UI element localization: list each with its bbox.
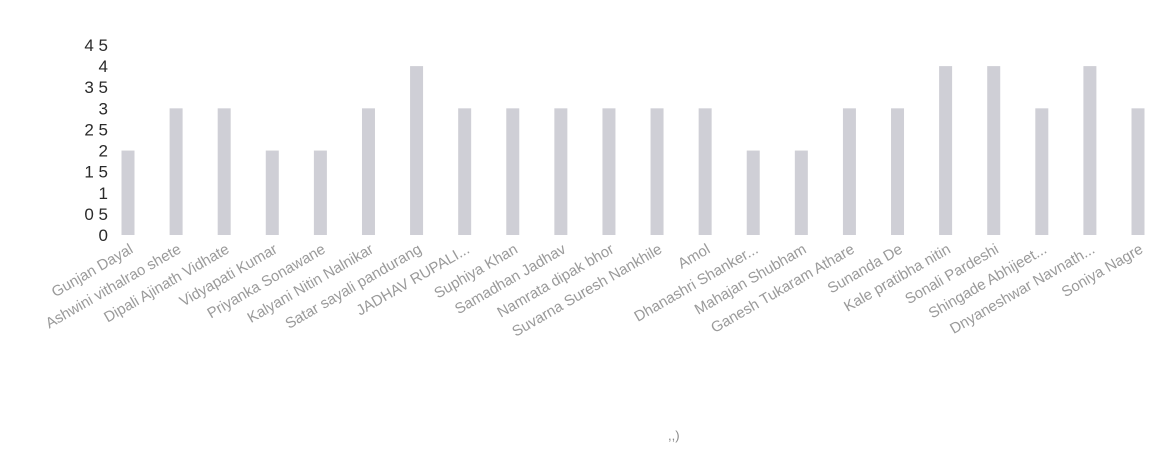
bar xyxy=(891,108,905,235)
y-tick-label: 1 xyxy=(99,184,108,203)
y-tick-label: 3 xyxy=(99,99,108,118)
bars xyxy=(121,66,1145,235)
bar xyxy=(698,108,712,235)
bar xyxy=(1131,108,1145,235)
bar xyxy=(169,108,183,235)
bar xyxy=(1035,108,1049,235)
bar xyxy=(939,66,953,235)
y-tick-label: 0 xyxy=(99,226,108,245)
y-axis-ticks: 0 0 5 1 1 5 2 2 5 3 3 5 4 4 5 xyxy=(84,36,108,245)
bar xyxy=(506,108,520,235)
bar xyxy=(361,108,375,235)
bar xyxy=(410,66,424,235)
bar xyxy=(217,108,231,235)
bar xyxy=(842,108,856,235)
bar xyxy=(313,150,327,235)
y-tick-label: 1 5 xyxy=(84,163,108,182)
bar xyxy=(650,108,664,235)
y-tick-label: 2 xyxy=(99,142,108,161)
bar xyxy=(987,66,1001,235)
bar xyxy=(458,108,472,235)
y-tick-label: 2 5 xyxy=(84,120,108,139)
y-tick-label: 3 5 xyxy=(84,78,108,97)
bar xyxy=(1083,66,1097,235)
bar xyxy=(602,108,616,235)
bar xyxy=(265,150,279,235)
stray-mark: ,,) xyxy=(668,428,680,443)
bar xyxy=(121,150,135,235)
bar xyxy=(746,150,760,235)
bar xyxy=(554,108,568,235)
y-tick-label: 4 5 xyxy=(84,36,108,55)
y-tick-label: 0 5 xyxy=(84,205,108,224)
bar xyxy=(794,150,808,235)
y-tick-label: 4 xyxy=(99,57,108,76)
